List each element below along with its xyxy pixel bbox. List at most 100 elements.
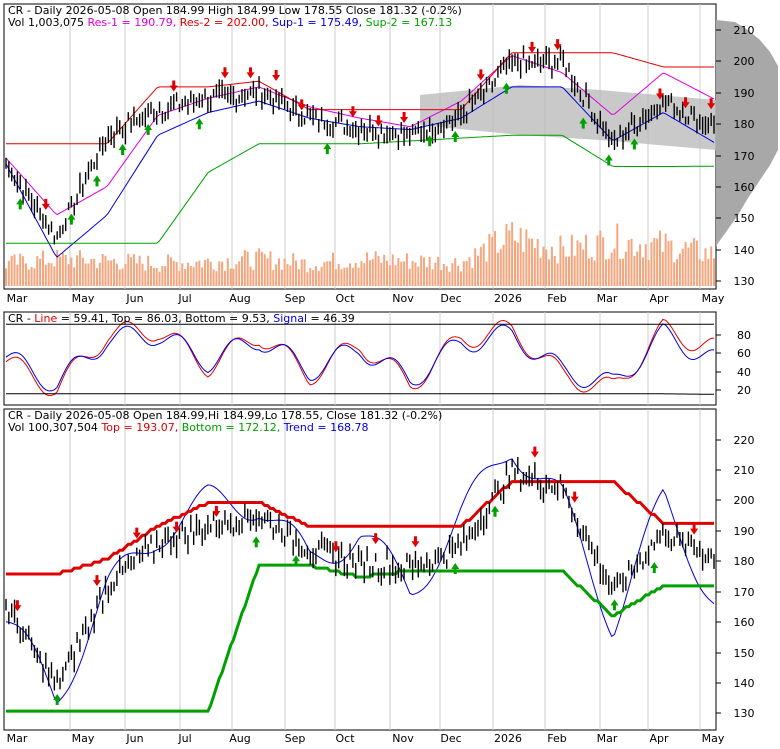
volume-bar xyxy=(676,259,679,286)
volume-bar xyxy=(567,256,570,286)
volume-bar xyxy=(349,263,352,286)
x-tick-label: Mar xyxy=(597,292,618,305)
volume-bar xyxy=(323,262,326,286)
x-tick-label: Aug xyxy=(229,292,250,305)
volume-bar xyxy=(36,256,39,286)
volume-bar xyxy=(468,257,471,286)
y-tick-label: 190 xyxy=(734,87,755,100)
volume-bar xyxy=(539,257,542,286)
volume-bar xyxy=(175,262,178,286)
price-panel-signal-arrows xyxy=(16,39,716,225)
trend-panel-lines xyxy=(5,458,715,713)
x-tick-label: Sep xyxy=(285,732,306,745)
volume-bar xyxy=(403,261,406,286)
sell-arrow-icon xyxy=(13,600,22,612)
volume-bar xyxy=(653,237,656,286)
volume-bar xyxy=(354,263,357,286)
volume-bar xyxy=(16,264,19,286)
buy-arrow-icon xyxy=(579,117,588,129)
volume-bar xyxy=(201,267,204,286)
volume-bar xyxy=(90,259,93,286)
volume-bar xyxy=(451,263,454,286)
volume-bar xyxy=(570,234,573,286)
volume-bar xyxy=(286,264,289,286)
volume-bar xyxy=(158,271,161,286)
volume-bar xyxy=(445,266,448,286)
header-segment: Res-1 = 190.79, xyxy=(87,16,179,29)
volume-bar xyxy=(548,259,551,286)
volume-bar xyxy=(656,238,659,286)
x-tick-label: May xyxy=(702,292,725,305)
volume-bar xyxy=(337,263,340,286)
volume-bar xyxy=(289,265,292,286)
volume-bar xyxy=(417,266,420,286)
volume-bar xyxy=(115,263,118,286)
volume-bar xyxy=(695,240,698,286)
volume-bar xyxy=(184,268,187,286)
volume-bar xyxy=(209,261,212,286)
sell-arrow-icon xyxy=(169,80,178,92)
volume-bar xyxy=(212,269,215,286)
volume-bar xyxy=(172,260,175,286)
volume-bar xyxy=(127,253,130,286)
volume-bar xyxy=(39,258,42,286)
volume-bar xyxy=(27,269,30,286)
volume-bars xyxy=(5,222,715,286)
volume-bar xyxy=(496,252,499,286)
volume-bar xyxy=(701,261,704,286)
volume-bar xyxy=(317,270,320,286)
y-tick-label: 170 xyxy=(734,150,755,163)
volume-bar xyxy=(198,260,201,286)
price-panel-gridlines xyxy=(69,4,701,289)
volume-bar xyxy=(360,260,363,286)
volume-bar xyxy=(508,230,511,286)
volume-bar xyxy=(138,255,141,286)
volume-bar xyxy=(422,257,425,286)
volume-bar xyxy=(613,248,616,286)
y-tick-label: 150 xyxy=(734,212,755,225)
volume-bar xyxy=(30,266,33,286)
volume-bar xyxy=(565,256,568,286)
volume-bar xyxy=(604,259,607,286)
volume-bar xyxy=(434,262,437,286)
volume-bar xyxy=(371,259,374,286)
buy-arrow-icon xyxy=(502,82,511,94)
x-tick-label: May xyxy=(72,732,95,745)
price-panel-bars xyxy=(5,45,715,245)
y-tick-label: 210 xyxy=(734,464,755,477)
stochastic-line-bottom xyxy=(6,393,715,395)
y-tick-label: 200 xyxy=(734,494,755,507)
volume-bar xyxy=(277,258,280,286)
buy-arrow-icon xyxy=(292,555,301,567)
sell-arrow-icon xyxy=(172,521,181,533)
volume-bar xyxy=(650,242,653,286)
volume-bar xyxy=(155,268,158,286)
volume-bar xyxy=(465,260,468,286)
volume-bar xyxy=(624,251,627,286)
price-panel-x-ticks: Mar May Jun Jul Aug Sep Oct Nov Dec 2026 Feb Mar Apr… xyxy=(7,292,725,305)
volume-bar xyxy=(130,257,133,286)
stochastic-lines xyxy=(5,318,715,397)
volume-bar xyxy=(351,267,354,286)
buy-arrow-icon xyxy=(67,213,76,225)
buy-arrow-icon xyxy=(195,118,204,130)
volume-bar xyxy=(550,246,553,286)
volume-bar xyxy=(186,262,189,286)
volume-bar xyxy=(573,255,576,286)
volume-bar xyxy=(13,254,16,286)
volume-bar xyxy=(502,244,505,286)
y-tick-label: 170 xyxy=(734,586,755,599)
header-segment: Res-2 = 202.00, xyxy=(180,16,272,29)
volume-bar xyxy=(698,259,701,286)
sell-arrow-icon xyxy=(690,523,699,535)
volume-bar xyxy=(275,264,278,286)
sell-arrow-icon xyxy=(371,533,380,545)
sell-arrow-icon xyxy=(297,99,306,111)
indicator-line-sup-2 xyxy=(6,134,714,244)
volume-bar xyxy=(386,260,389,286)
volume-profile-overlay xyxy=(420,85,716,150)
stochastic-panel-frame xyxy=(3,311,717,406)
volume-bar xyxy=(383,254,386,286)
volume-bar xyxy=(420,255,423,286)
volume-bar xyxy=(610,252,613,286)
